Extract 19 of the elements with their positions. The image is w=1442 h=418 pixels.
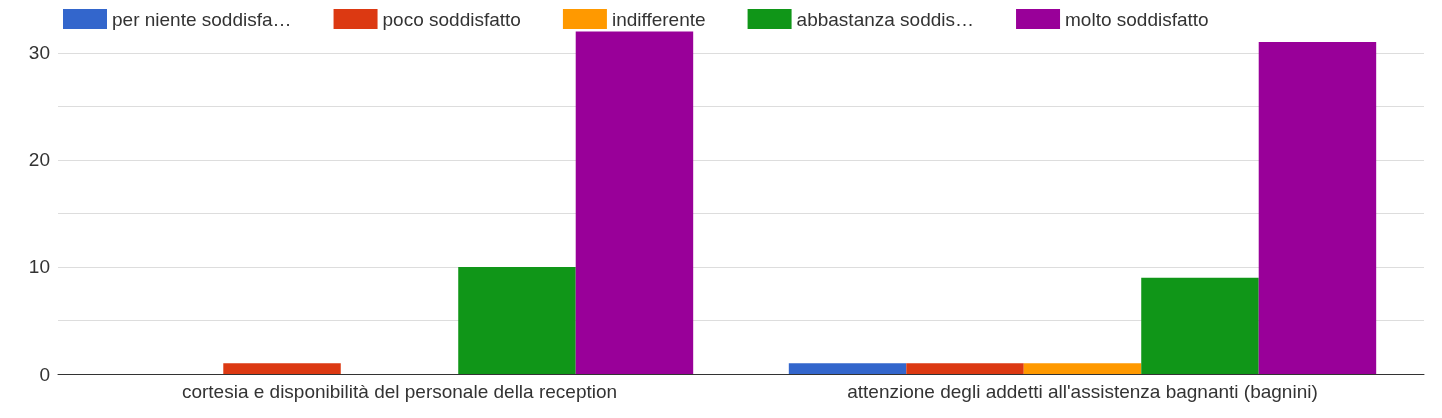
legend-label: per niente soddisfa… bbox=[112, 8, 292, 30]
bar bbox=[1141, 277, 1259, 374]
y-tick-label: 10 bbox=[28, 256, 50, 278]
y-tick-label: 30 bbox=[28, 42, 50, 64]
legend-label: indifferente bbox=[611, 8, 706, 30]
bar bbox=[1258, 42, 1377, 374]
legend-label: molto soddisfatto bbox=[1065, 8, 1209, 30]
bar bbox=[788, 363, 907, 374]
legend-label: poco soddisfatto bbox=[382, 8, 521, 30]
bar bbox=[575, 31, 694, 374]
bar bbox=[1023, 363, 1142, 374]
y-tick-label: 20 bbox=[28, 149, 50, 171]
y-tick-label: 0 bbox=[39, 363, 50, 385]
bar bbox=[906, 363, 1024, 374]
x-tick-label: cortesia e disponibilità del personale della reception bbox=[181, 381, 618, 402]
bar bbox=[458, 266, 576, 374]
bar bbox=[223, 363, 341, 374]
x-tick-label: attenzione degli addetti all'assistenza bagnanti (bagnini) bbox=[847, 381, 1318, 402]
legend-label: abbastanza soddis… bbox=[796, 8, 975, 30]
